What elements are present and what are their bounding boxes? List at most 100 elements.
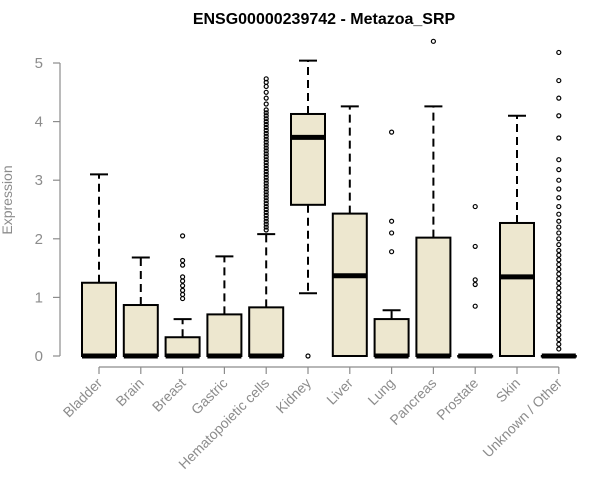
outlier-point (556, 341, 562, 347)
outlier-point (263, 160, 269, 166)
outlier-point (180, 262, 186, 268)
box-rect (373, 318, 410, 357)
outlier-point (556, 308, 562, 315)
box-10 (499, 114, 535, 357)
x-tick-label: Liver (323, 375, 356, 408)
outlier-point (556, 276, 562, 282)
box-rect (206, 313, 243, 358)
outlier-point (263, 206, 269, 213)
y-tick-label: 4 (35, 114, 43, 131)
box-5 (290, 59, 326, 359)
outlier-point (180, 295, 186, 302)
x-tick-label: Brain (112, 375, 146, 409)
outlier-point (556, 247, 562, 254)
outlier-point (556, 95, 562, 101)
outlier-point (556, 203, 562, 210)
box-11 (540, 49, 577, 359)
outlier-point (263, 136, 269, 142)
y-axis-label: Expression (0, 165, 15, 234)
outlier-point (472, 277, 478, 283)
outlier-point (180, 291, 186, 298)
outlier-point (263, 180, 269, 186)
box-6 (331, 105, 368, 357)
outlier-point (556, 266, 562, 272)
outlier-point (263, 118, 269, 125)
chart-title: ENSG00000239742 - Metazoa_SRP (193, 11, 456, 28)
x-tick-label: Unknown / Other (479, 375, 565, 461)
outlier-point (263, 218, 269, 224)
outlier-point (556, 299, 562, 305)
outlier-point (556, 285, 562, 291)
y-tick-label: 0 (35, 348, 43, 365)
outlier-point (556, 261, 562, 268)
outlier-point (263, 139, 269, 145)
outlier-point (556, 186, 562, 192)
box-0 (81, 173, 117, 359)
x-tick-label: Lung (364, 375, 397, 408)
x-tick-label: Breast (149, 375, 189, 415)
box-2 (164, 233, 201, 359)
box-rect (290, 112, 326, 206)
outlier-point (556, 230, 562, 236)
outlier-point (556, 327, 562, 333)
outlier-point (263, 221, 269, 227)
outlier-point (556, 157, 562, 163)
outlier-point (556, 135, 562, 141)
outlier-point (180, 257, 186, 264)
outlier-point (180, 233, 186, 239)
outlier-point (263, 110, 269, 116)
outlier-point (263, 101, 269, 107)
outlier-point (263, 198, 269, 204)
box-7 (373, 129, 410, 359)
outlier-point (472, 203, 478, 210)
outlier-point (263, 171, 269, 177)
box-4 (248, 76, 285, 359)
outlier-point (263, 95, 269, 101)
outlier-point (180, 274, 186, 280)
outlier-point (556, 290, 562, 296)
x-tick-label: Prostate (433, 375, 481, 423)
outlier-point (556, 280, 562, 286)
outlier-point (389, 129, 395, 135)
x-tick-label: Kidney (273, 375, 315, 417)
outlier-point (263, 133, 269, 139)
outlier-point (263, 177, 269, 183)
outlier-point (556, 304, 562, 310)
outlier-point (556, 242, 562, 248)
outlier-point (556, 236, 562, 242)
box-series (81, 38, 577, 359)
outlier-point (389, 230, 395, 236)
outlier-point (556, 313, 562, 319)
box-rect (415, 236, 452, 358)
box-3 (206, 255, 243, 359)
outlier-point (556, 294, 562, 300)
box-8 (415, 38, 452, 359)
outlier-point (263, 227, 269, 233)
outlier-point (556, 346, 562, 352)
outlier-point (472, 243, 478, 250)
outlier-point (263, 165, 269, 172)
outlier-point (263, 192, 269, 198)
outlier-point (263, 130, 269, 136)
outlier-point (556, 271, 562, 277)
outlier-point (263, 162, 269, 169)
x-tick-label: Skin (493, 375, 524, 406)
outlier-point (556, 77, 562, 84)
outlier-point (305, 353, 311, 359)
outlier-point (263, 189, 269, 195)
outlier-point (263, 186, 269, 192)
outlier-point (263, 145, 269, 151)
outlier-point (556, 318, 562, 324)
outlier-point (556, 49, 562, 56)
outlier-point (556, 224, 562, 230)
outlier-point (263, 209, 269, 216)
outlier-point (389, 249, 395, 255)
outlier-point (263, 174, 269, 180)
outlier-point (556, 211, 562, 217)
outlier-point (263, 157, 269, 163)
outlier-point (263, 113, 269, 119)
box-rect (122, 304, 159, 358)
outlier-point (263, 215, 269, 221)
outlier-point (263, 151, 269, 157)
